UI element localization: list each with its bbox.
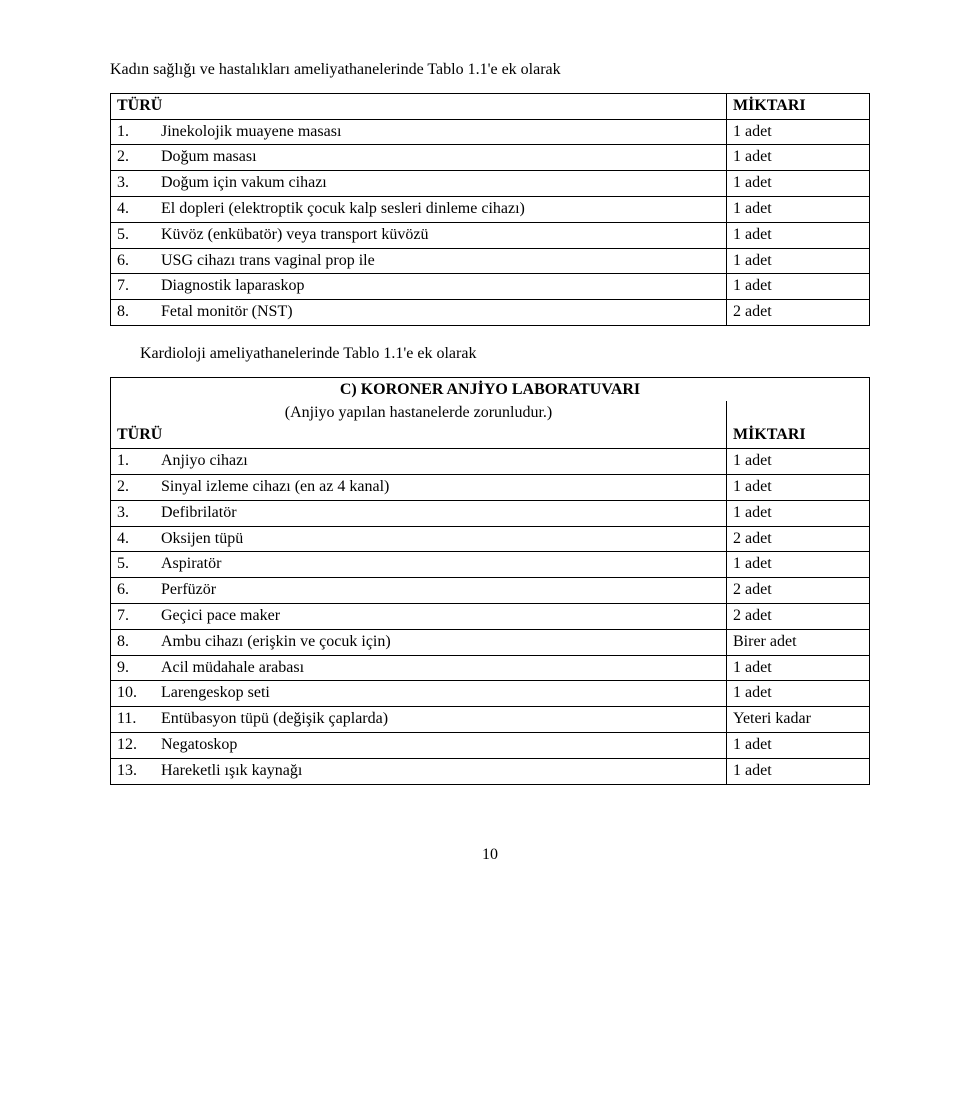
table-row: 7.Diagnostik laparaskop1 adet [111,274,870,300]
table-row: 9.Acil müdahale arabası1 adet [111,655,870,681]
table-row: 13.Hareketli ışık kaynağı1 adet [111,758,870,784]
row-number: 4. [111,196,156,222]
row-qty: 1 adet [727,248,870,274]
row-qty: 1 adet [727,196,870,222]
row-qty: 1 adet [727,145,870,171]
table-row: 3.Defibrilatör1 adet [111,500,870,526]
table-2-subtitle: (Anjiyo yapılan hastanelerde zorunludur.… [117,403,720,426]
row-number: 5. [111,222,156,248]
row-number: 7. [111,603,156,629]
row-label: Jinekolojik muayene masası [155,119,727,145]
row-number: 9. [111,655,156,681]
table-row: 7.Geçici pace maker2 adet [111,603,870,629]
row-number: 1. [111,119,156,145]
table-row: 1.Anjiyo cihazı1 adet [111,449,870,475]
table-row: 3.Doğum için vakum cihazı1 adet [111,171,870,197]
row-qty: 2 adet [727,603,870,629]
row-qty: 1 adet [727,552,870,578]
row-qty: 1 adet [727,732,870,758]
row-label: USG cihazı trans vaginal prop ile [155,248,727,274]
page-number: 10 [110,845,870,866]
row-qty: 1 adet [727,222,870,248]
row-label: Doğum masası [155,145,727,171]
row-qty: 1 adet [727,758,870,784]
row-number: 5. [111,552,156,578]
table-2-title-row: C) KORONER ANJİYO LABORATUVARI [111,377,870,400]
table-row: 8.Ambu cihazı (erişkin ve çocuk için)Bir… [111,629,870,655]
row-number: 11. [111,707,156,733]
row-number: 6. [111,248,156,274]
row-label: El dopleri (elektroptik çocuk kalp sesle… [155,196,727,222]
row-number: 8. [111,300,156,326]
row-qty: 1 adet [727,449,870,475]
table-row: 4.El dopleri (elektroptik çocuk kalp ses… [111,196,870,222]
row-qty: 2 adet [727,526,870,552]
row-label: Larengeskop seti [155,681,727,707]
row-qty: 1 adet [727,500,870,526]
table-row: 1.Jinekolojik muayene masası1 adet [111,119,870,145]
table-row: 6.USG cihazı trans vaginal prop ile1 ade… [111,248,870,274]
row-number: 8. [111,629,156,655]
row-qty: 1 adet [727,474,870,500]
row-label: Anjiyo cihazı [155,449,727,475]
table-row: 10.Larengeskop seti1 adet [111,681,870,707]
table-row: 5.Küvöz (enkübatör) veya transport küvöz… [111,222,870,248]
row-number: 7. [111,274,156,300]
row-qty: 1 adet [727,119,870,145]
table-row: 5.Aspiratör1 adet [111,552,870,578]
row-number: 6. [111,578,156,604]
table-1-header: TÜRÜ MİKTARI [111,93,870,119]
header-turu-2: TÜRÜ [117,425,720,446]
row-qty: 1 adet [727,681,870,707]
row-label: Aspiratör [155,552,727,578]
table-1: TÜRÜ MİKTARI 1.Jinekolojik muayene masas… [110,93,870,326]
row-number: 4. [111,526,156,552]
row-label: Sinyal izleme cihazı (en az 4 kanal) [155,474,727,500]
table-row: 12.Negatoskop1 adet [111,732,870,758]
row-qty: 2 adet [727,578,870,604]
row-number: 12. [111,732,156,758]
row-label: Küvöz (enkübatör) veya transport küvözü [155,222,727,248]
row-qty: 1 adet [727,274,870,300]
row-label: Geçici pace maker [155,603,727,629]
row-label: Acil müdahale arabası [155,655,727,681]
row-qty: Birer adet [727,629,870,655]
row-label: Doğum için vakum cihazı [155,171,727,197]
header-miktari: MİKTARI [727,93,870,119]
row-label: Negatoskop [155,732,727,758]
row-label: Hareketli ışık kaynağı [155,758,727,784]
row-label: Entübasyon tüpü (değişik çaplarda) [155,707,727,733]
row-label: Defibrilatör [155,500,727,526]
table-row: 2.Doğum masası1 adet [111,145,870,171]
table-2-subtitle-row: (Anjiyo yapılan hastanelerde zorunludur.… [111,401,870,449]
row-label: Perfüzör [155,578,727,604]
intro-text-2: Kardioloji ameliyathanelerinde Tablo 1.1… [110,344,870,365]
row-label: Ambu cihazı (erişkin ve çocuk için) [155,629,727,655]
header-miktari-2: MİKTARI [733,425,863,446]
table-row: 8.Fetal monitör (NST)2 adet [111,300,870,326]
row-number: 2. [111,145,156,171]
table-row: 4.Oksijen tüpü2 adet [111,526,870,552]
row-number: 2. [111,474,156,500]
table-row: 2.Sinyal izleme cihazı (en az 4 kanal)1 … [111,474,870,500]
row-number: 13. [111,758,156,784]
row-number: 1. [111,449,156,475]
table-2: C) KORONER ANJİYO LABORATUVARI (Anjiyo y… [110,377,870,785]
row-label: Oksijen tüpü [155,526,727,552]
row-number: 3. [111,171,156,197]
intro-text-1: Kadın sağlığı ve hastalıkları ameliyatha… [110,60,870,81]
table-2-title: C) KORONER ANJİYO LABORATUVARI [111,377,870,400]
row-qty: Yeteri kadar [727,707,870,733]
row-label: Diagnostik laparaskop [155,274,727,300]
row-number: 3. [111,500,156,526]
row-number: 10. [111,681,156,707]
table-row: 11.Entübasyon tüpü (değişik çaplarda)Yet… [111,707,870,733]
row-qty: 1 adet [727,655,870,681]
header-turu: TÜRÜ [111,93,727,119]
row-qty: 1 adet [727,171,870,197]
table-row: 6.Perfüzör2 adet [111,578,870,604]
row-label: Fetal monitör (NST) [155,300,727,326]
row-qty: 2 adet [727,300,870,326]
